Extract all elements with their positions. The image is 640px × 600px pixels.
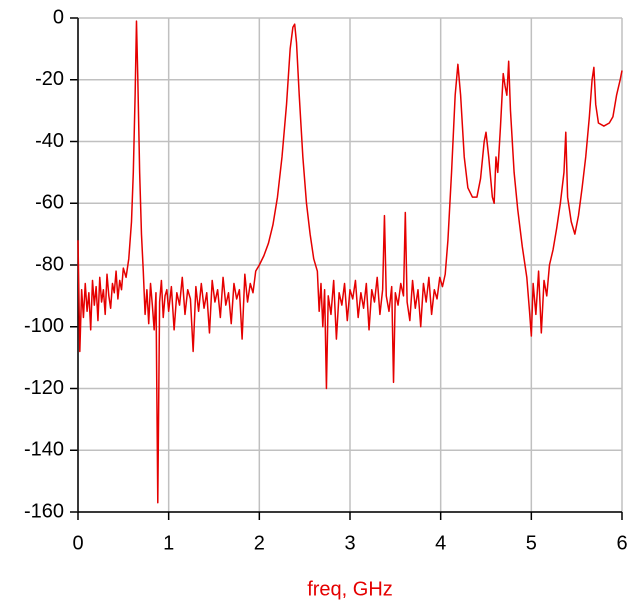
x-tick-label: 6 (616, 532, 627, 554)
x-tick-label: 1 (163, 532, 174, 554)
y-tick-label: -20 (35, 68, 64, 90)
x-tick-label: 5 (526, 532, 537, 554)
y-tick-label: -60 (35, 192, 64, 214)
x-tick-label: 4 (435, 532, 446, 554)
y-tick-label: -140 (24, 439, 64, 461)
y-tick-label: -100 (24, 315, 64, 337)
x-axis-label: freq, GHz (307, 578, 393, 600)
y-tick-label: -80 (35, 253, 64, 275)
y-tick-label: 0 (53, 6, 64, 28)
y-tick-label: -160 (24, 500, 64, 522)
y-tick-label: -120 (24, 377, 64, 399)
x-tick-label: 2 (254, 532, 265, 554)
y-tick-label: -40 (35, 130, 64, 152)
data-line (77, 20, 623, 504)
x-tick-label: 0 (72, 532, 83, 554)
x-tick-label: 3 (344, 532, 355, 554)
